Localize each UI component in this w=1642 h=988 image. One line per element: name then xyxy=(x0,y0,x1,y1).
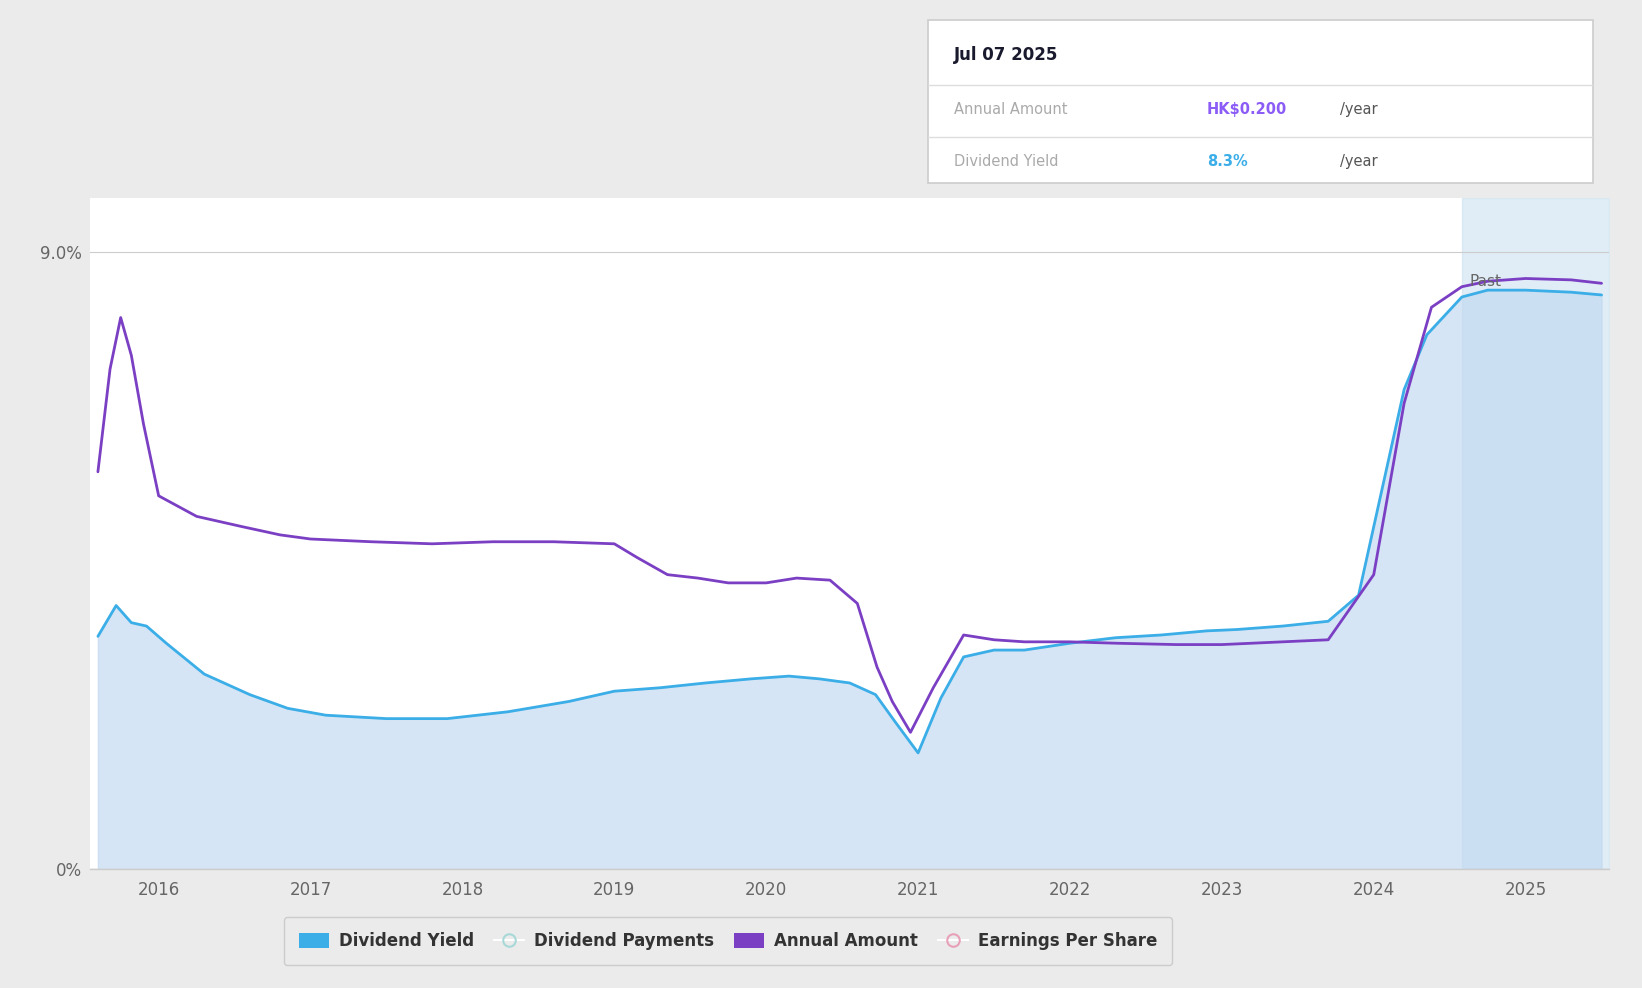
Text: Past: Past xyxy=(1470,274,1501,289)
Text: Jul 07 2025: Jul 07 2025 xyxy=(954,45,1059,64)
Text: HK$0.200: HK$0.200 xyxy=(1207,102,1287,117)
FancyBboxPatch shape xyxy=(928,20,1593,183)
Text: 8.3%: 8.3% xyxy=(1207,154,1248,169)
Text: /year: /year xyxy=(1340,102,1378,117)
Text: /year: /year xyxy=(1340,154,1378,169)
Text: Dividend Yield: Dividend Yield xyxy=(954,154,1059,169)
Legend: Dividend Yield, Dividend Payments, Annual Amount, Earnings Per Share: Dividend Yield, Dividend Payments, Annua… xyxy=(284,917,1172,965)
Text: Annual Amount: Annual Amount xyxy=(954,102,1067,117)
